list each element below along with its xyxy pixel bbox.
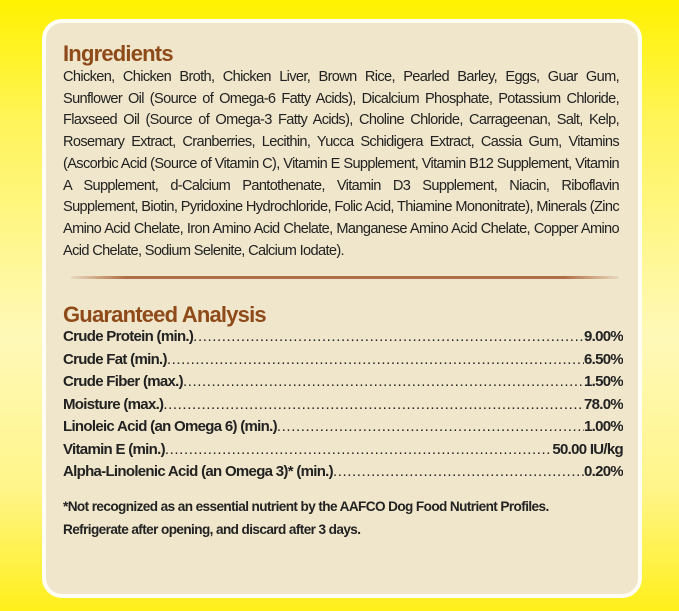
row-label: Crude Protein (min.) (63, 328, 194, 345)
section-divider (71, 276, 619, 279)
analysis-row: Alpha-Linolenic Acid (an Omega 3)* (min.… (63, 463, 623, 486)
guaranteed-analysis-heading: Guaranteed Analysis (63, 302, 267, 327)
aafco-footnote: *Not recognized as an essential nutrient… (63, 499, 549, 514)
row-value: 0.20% (583, 463, 623, 480)
row-label: Linoleic Acid (an Omega 6) (min.) (63, 418, 278, 435)
analysis-row: Crude Protein (min.) 9.00% (63, 328, 623, 351)
row-label: Alpha-Linolenic Acid (an Omega 3)* (min.… (63, 463, 334, 480)
ingredients-text: Chicken, Chicken Broth, Chicken Liver, B… (63, 69, 620, 259)
row-value: 1.50% (583, 373, 623, 390)
row-label: Crude Fat (min.) (63, 350, 168, 368)
dot-leader (163, 396, 584, 413)
ingredients-heading: Ingredients (63, 41, 174, 66)
dot-leader (167, 351, 584, 368)
dot-leader (183, 373, 584, 390)
analysis-row: Linoleic Acid (an Omega 6) (min.) 1.00% (63, 418, 623, 441)
footnotes: *Not recognized as an essential nutrient… (63, 495, 549, 541)
dot-leader (333, 463, 584, 480)
dot-leader (193, 328, 584, 345)
dot-leader (277, 418, 584, 435)
analysis-row: Vitamin E (min.) 50.00 IU/kg (63, 441, 623, 464)
analysis-table: Crude Protein (min.) 9.00% Crude Fat (min… (63, 328, 623, 486)
row-label: Crude Fiber (max.) (63, 373, 184, 390)
nutrition-panel: Ingredients Chicken, Chicken Broth, Chic… (42, 19, 642, 598)
dot-leader (165, 441, 552, 458)
row-label: Moisture (max.) (63, 395, 164, 413)
row-value: 6.50% (583, 350, 623, 368)
storage-note: Refrigerate after opening, and discard a… (63, 522, 361, 537)
row-value: 9.00% (583, 328, 623, 345)
analysis-row: Crude Fiber (max.) 1.50% (63, 373, 623, 396)
analysis-row: Crude Fat (min.) 6.50% (63, 351, 623, 374)
row-value: 1.00% (583, 418, 623, 435)
row-value: 50.00 IU/kg (552, 440, 623, 458)
row-label: Vitamin E (min.) (63, 440, 166, 458)
analysis-row: Moisture (max.) 78.0% (63, 396, 623, 419)
row-value: 78.0% (583, 395, 623, 413)
